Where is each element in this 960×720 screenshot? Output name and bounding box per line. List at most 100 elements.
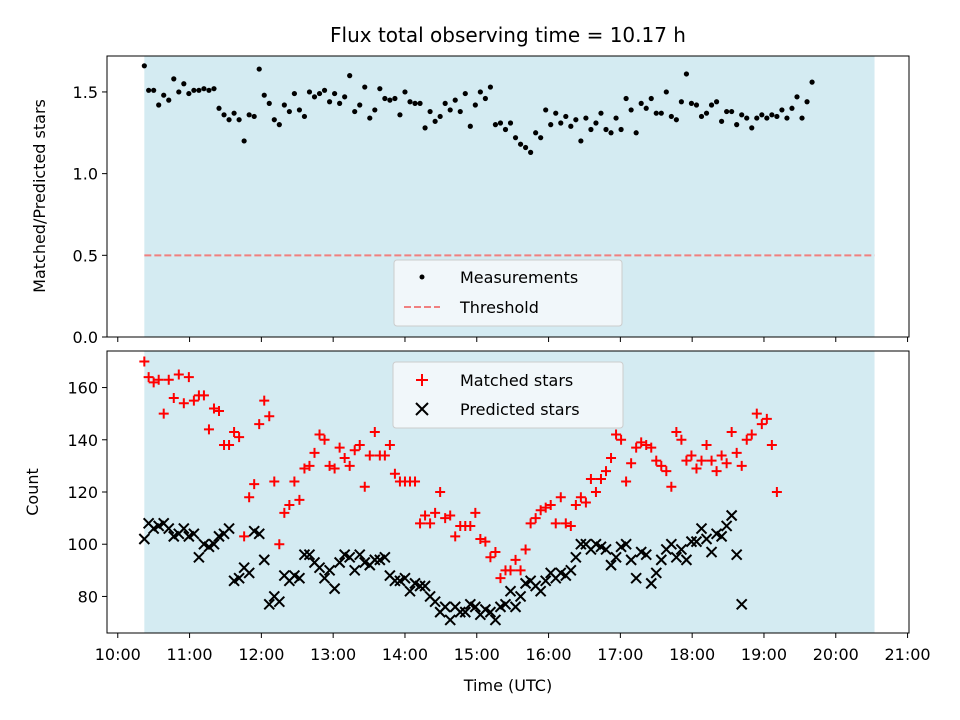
x-tick-label: 19:00 — [741, 645, 787, 664]
matched-star-point — [495, 573, 506, 584]
legend-predicted-marker — [415, 402, 429, 416]
measurement-point — [281, 102, 287, 108]
measurement-point — [658, 110, 664, 116]
measurement-point — [472, 102, 478, 108]
predicted-star-point — [514, 590, 527, 603]
matched-star-point — [626, 458, 637, 469]
matched-star-point — [751, 408, 762, 419]
measurement-point — [372, 107, 378, 113]
bottom-y-tick-label: 120 — [67, 483, 98, 502]
bottom-legend-box — [392, 361, 624, 429]
matched-star-point — [550, 518, 561, 529]
top-legend-box — [393, 259, 623, 327]
matched-star-point — [435, 487, 446, 497]
top-axes-frame — [106, 55, 910, 338]
predicted-star-point — [444, 614, 456, 626]
measurement-point — [683, 71, 690, 77]
matched-star-point — [349, 445, 360, 456]
measurement-point — [759, 112, 765, 118]
measurement-point — [713, 99, 720, 105]
measurement-point — [744, 115, 750, 121]
predicted-star-point — [399, 572, 411, 584]
predicted-star-point — [725, 509, 738, 522]
matched-star-point — [214, 406, 225, 417]
measurement-point — [678, 99, 684, 105]
predicted-stars-points — [138, 509, 748, 626]
predicted-star-point — [539, 575, 552, 587]
matched-star-point — [354, 440, 365, 450]
predicted-star-point — [293, 572, 306, 584]
matched-star-point — [425, 518, 436, 529]
bottom-y-tick-label: 140 — [67, 431, 98, 450]
measurement-point — [522, 144, 529, 151]
predicted-star-point — [243, 567, 255, 579]
measurement-point — [583, 115, 589, 121]
matched-star-point — [384, 440, 395, 450]
matched-star-point — [334, 442, 345, 453]
measurement-point — [573, 117, 579, 123]
matched-star-point — [143, 372, 154, 383]
measurement-point — [432, 118, 438, 124]
predicted-star-point — [499, 598, 512, 610]
matched-star-point — [430, 507, 441, 518]
measurement-point — [226, 117, 232, 123]
measurement-point — [633, 130, 639, 136]
predicted-star-point — [695, 522, 708, 535]
predicted-star-point — [419, 580, 431, 592]
measurement-point — [221, 112, 227, 118]
matched-star-point — [203, 424, 214, 435]
predicted-star-point — [454, 606, 466, 618]
x-tick-label: 12:00 — [238, 645, 284, 664]
matched-star-point — [344, 460, 355, 471]
measurement-point — [412, 100, 418, 106]
measurement-point — [206, 87, 212, 93]
measurement-point — [663, 89, 669, 95]
predicted-star-point — [570, 551, 582, 563]
measurement-point — [352, 108, 358, 115]
predicted-star-point — [343, 551, 356, 563]
measurement-point — [754, 115, 760, 121]
top-panel: 0.0 0.5 1.0 1.5 Matched/Predicted stars Mea… — [30, 55, 910, 347]
predicted-star-point — [193, 551, 205, 563]
measurement-point — [347, 73, 353, 79]
measurement-point — [397, 112, 403, 118]
predicted-star-point — [233, 572, 245, 584]
matched-star-point — [530, 513, 541, 524]
measurement-point — [613, 115, 619, 121]
predicted-star-point — [313, 562, 326, 574]
measurement-point — [261, 92, 267, 98]
measurement-point — [517, 141, 524, 147]
matched-star-point — [701, 440, 712, 450]
measurement-point — [804, 99, 810, 105]
predicted-star-point — [414, 580, 426, 592]
bottom-y-axis-label: Count — [23, 468, 42, 516]
matched-star-point — [621, 476, 632, 487]
matched-star-point — [465, 520, 476, 531]
predicted-star-point — [349, 564, 361, 577]
predicted-star-point — [534, 585, 547, 597]
matched-star-point — [139, 356, 150, 367]
measurement-point — [186, 90, 192, 97]
measurement-point — [799, 115, 805, 121]
top-y-ticks: 0.0 0.5 1.0 1.5 — [73, 83, 107, 347]
matched-star-point — [771, 487, 782, 497]
measurement-point — [512, 135, 519, 141]
x-tick-label: 13:00 — [310, 645, 356, 664]
matched-star-point — [595, 473, 606, 484]
matched-star-point — [420, 510, 431, 521]
matched-star-point — [656, 460, 667, 471]
measurement-point — [563, 113, 569, 120]
matched-star-point — [450, 531, 461, 542]
matched-star-point — [314, 429, 325, 440]
legend-threshold-label: Threshold — [459, 298, 539, 317]
predicted-star-point — [303, 548, 316, 561]
matched-star-point — [731, 447, 742, 458]
measurement-point — [688, 100, 695, 106]
measurement-point — [271, 117, 277, 123]
bottom-x-ticks: 10:00 11:00 12:00 13:00 14:00 15:00 16:00 17:00… — [95, 633, 931, 664]
measurement-point — [568, 123, 574, 129]
predicted-star-point — [253, 528, 265, 540]
predicted-star-point — [625, 554, 637, 566]
matched-star-point — [520, 544, 531, 555]
